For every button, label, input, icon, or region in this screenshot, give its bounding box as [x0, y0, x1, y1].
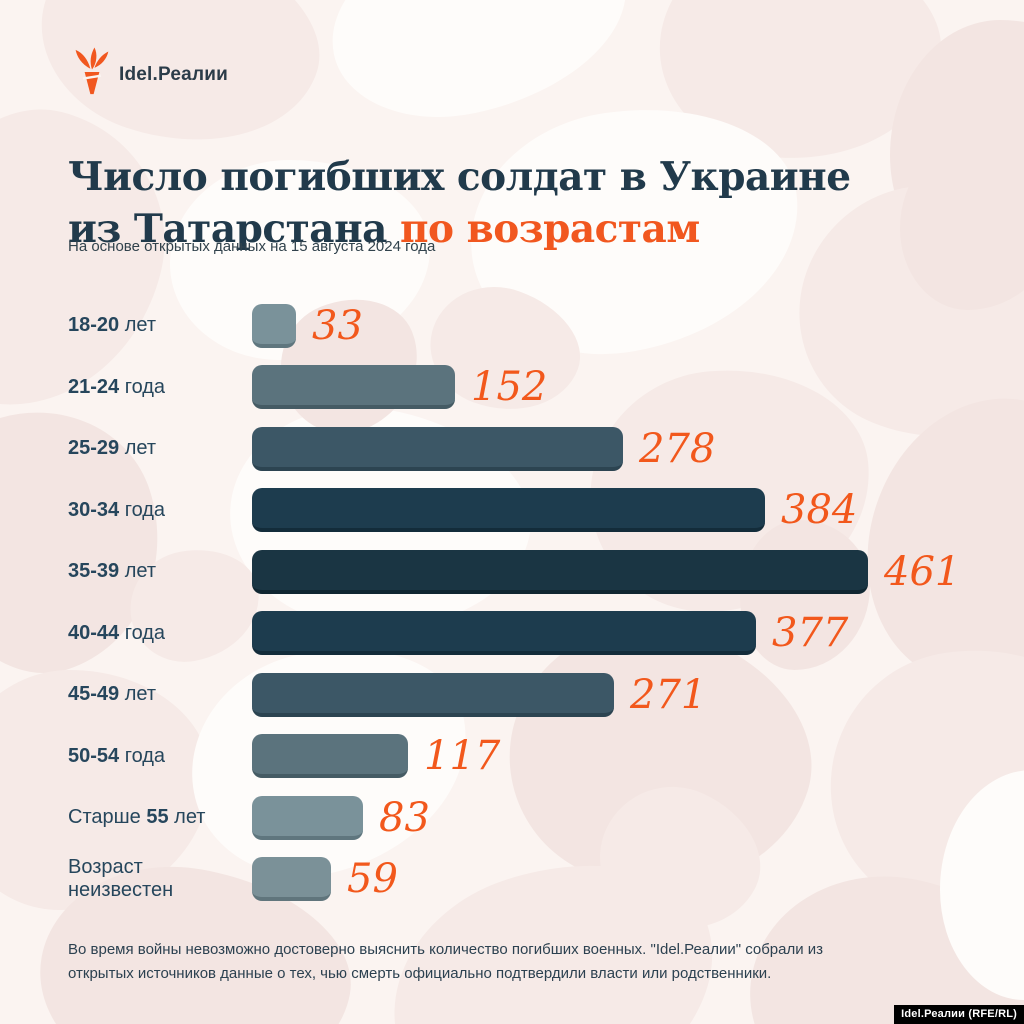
- bar: [252, 549, 868, 594]
- chart-row: Возраст неизвестен 59: [68, 849, 1004, 911]
- bar-chart: 18-20 лет 33 21-24 года 152 25-29 лет 27…: [68, 295, 1004, 910]
- chart-row: Старше 55 лет 83: [68, 787, 1004, 849]
- bar: [252, 734, 408, 779]
- bar-value: 59: [347, 856, 398, 903]
- age-group-label: 30-34 года: [68, 498, 166, 521]
- chart-row: 30-34 года 384: [68, 480, 1004, 542]
- page-title: Число погибших солдат в Украине из Татар…: [68, 152, 888, 255]
- chart-row: 35-39 лет 461: [68, 541, 1004, 603]
- bar: [252, 426, 623, 471]
- bar-value: 33: [312, 302, 363, 349]
- bar: [252, 857, 331, 902]
- chart-row: 18-20 лет 33: [68, 295, 1004, 357]
- bar: [252, 488, 765, 533]
- age-group-label: 21-24 года: [68, 375, 166, 398]
- chart-row: 25-29 лет 278: [68, 418, 1004, 480]
- chart-subtitle: На основе открытых данных на 15 августа …: [68, 238, 436, 255]
- chart-row: 45-49 лет 271: [68, 664, 1004, 726]
- bar-value: 271: [630, 671, 707, 718]
- bar-value: 461: [884, 548, 961, 595]
- bar: [252, 672, 614, 717]
- bar-value: 117: [424, 733, 501, 780]
- torch-icon: [74, 46, 110, 103]
- logo: Idel.Реалии: [74, 46, 228, 103]
- bar-value: 152: [471, 364, 548, 411]
- age-group-label: 35-39 лет: [68, 560, 157, 583]
- bar-value: 384: [781, 487, 858, 534]
- title-line2-accent: по возрастам: [399, 205, 700, 252]
- age-group-label: Старше 55 лет: [68, 806, 206, 829]
- bar: [252, 303, 296, 348]
- age-group-label: 45-49 лет: [68, 683, 157, 706]
- bar: [252, 795, 363, 840]
- title-line1: Число погибших солдат в Украине: [68, 154, 851, 201]
- chart-row: 21-24 года 152: [68, 357, 1004, 419]
- footer-note: Во время войны невозможно достоверно выя…: [68, 941, 824, 982]
- chart-row: 40-44 года 377: [68, 603, 1004, 665]
- chart-row: 50-54 года 117: [68, 726, 1004, 788]
- title-line2-dark: из Татарстана: [68, 205, 400, 252]
- logo-wordmark: Idel.Реалии: [119, 63, 228, 85]
- bar-value: 278: [639, 425, 716, 472]
- source-watermark: Idel.Реалии (RFE/RL): [894, 1005, 1024, 1024]
- age-group-label: 18-20 лет: [68, 314, 157, 337]
- bar-value: 377: [772, 610, 849, 657]
- bar: [252, 365, 455, 410]
- age-group-label: 25-29 лет: [68, 437, 157, 460]
- age-group-label: 40-44 года: [68, 621, 166, 644]
- age-group-label: Возраст неизвестен: [68, 856, 174, 902]
- bar-value: 83: [379, 794, 430, 841]
- age-group-label: 50-54 года: [68, 744, 166, 767]
- bar: [252, 611, 756, 656]
